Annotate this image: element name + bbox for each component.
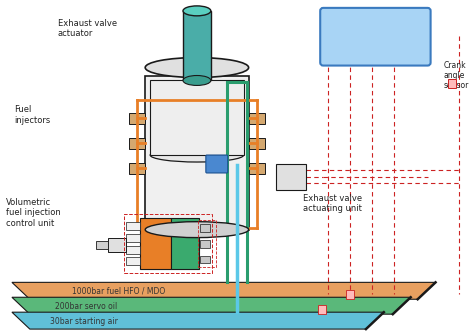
Text: Crank
angle
sensor: Crank angle sensor [444, 60, 469, 90]
FancyBboxPatch shape [276, 164, 306, 190]
Bar [200, 240, 210, 248]
Bar [318, 305, 326, 314]
Text: Exhaust valve
actuator: Exhaust valve actuator [58, 19, 117, 38]
Bar [109, 238, 126, 252]
Bar [129, 163, 145, 174]
Bar [126, 258, 140, 266]
Text: system: system [359, 44, 392, 53]
Bar [248, 138, 264, 149]
Polygon shape [12, 282, 436, 299]
Text: Volumetric
fuel injection
control unit: Volumetric fuel injection control unit [6, 198, 61, 228]
Ellipse shape [150, 148, 244, 162]
Ellipse shape [183, 75, 211, 85]
Bar [140, 218, 171, 270]
FancyBboxPatch shape [320, 8, 430, 65]
Ellipse shape [145, 222, 248, 238]
Bar [97, 241, 109, 249]
Bar [171, 218, 199, 270]
Text: WECS9500: WECS9500 [346, 22, 405, 32]
Text: 50μ: 50μ [285, 169, 297, 174]
Bar [129, 138, 145, 149]
Bar [183, 11, 211, 80]
Polygon shape [12, 297, 410, 314]
Bar [124, 214, 212, 273]
Bar [126, 246, 140, 254]
Ellipse shape [183, 6, 211, 16]
Bar [150, 80, 244, 155]
Bar [145, 75, 248, 230]
Bar [248, 113, 264, 124]
Bar [447, 79, 456, 88]
Bar [200, 224, 210, 232]
FancyBboxPatch shape [206, 155, 228, 173]
Text: control: control [360, 33, 391, 42]
Text: 30bar starting air: 30bar starting air [50, 317, 118, 326]
Bar [126, 222, 140, 230]
Bar [248, 163, 264, 174]
Text: Exhaust valve
actuating unit: Exhaust valve actuating unit [303, 194, 363, 213]
Bar [346, 290, 354, 299]
Bar [198, 220, 216, 268]
Text: 1000bar fuel HFO / MDO: 1000bar fuel HFO / MDO [72, 287, 165, 296]
Polygon shape [12, 312, 384, 329]
Bar [200, 256, 210, 264]
Text: 200bar servo oil: 200bar servo oil [55, 302, 117, 311]
Bar [129, 113, 145, 124]
Bar [126, 234, 140, 242]
Text: 6μ: 6μ [287, 180, 295, 185]
Text: Fuel
injectors: Fuel injectors [14, 105, 50, 125]
Ellipse shape [145, 58, 248, 77]
